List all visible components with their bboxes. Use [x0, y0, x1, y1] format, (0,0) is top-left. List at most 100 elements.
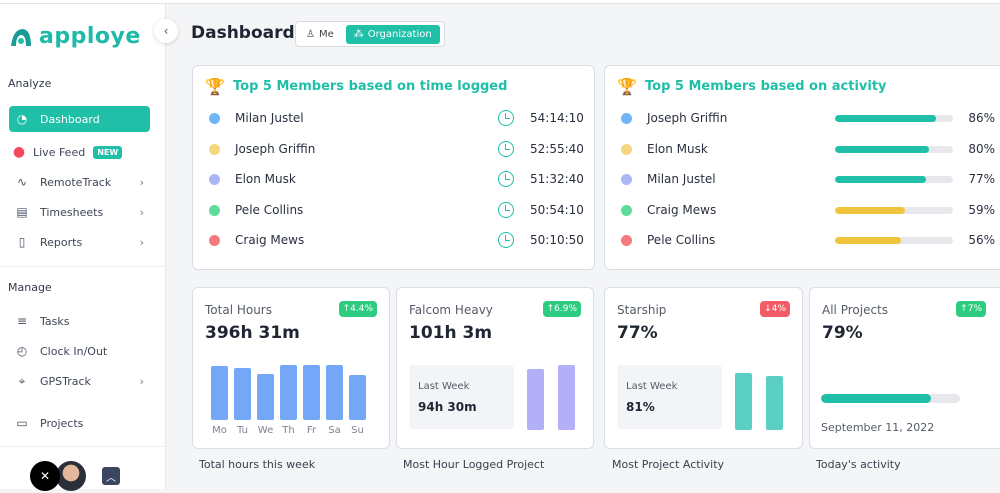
member-row: Pele Collins 50:54:10 [193, 201, 594, 221]
trend-badge: ↑7% [956, 301, 986, 317]
date-label: September 11, 2022 [821, 421, 935, 434]
member-color-dot [621, 235, 632, 246]
sidebar-item-tasks[interactable]: ≡ Tasks [9, 308, 150, 334]
last-week-label: Last Week [418, 381, 470, 392]
activity-percent: 56% [968, 233, 995, 247]
day-label: Sa [328, 425, 341, 436]
activity-bar [835, 237, 953, 244]
view-toggle: ♙ Me ⁂ Organization [295, 21, 445, 47]
chevron-right-icon: › [139, 235, 144, 249]
top-bar [0, 0, 1000, 4]
stat-label: All Projects [822, 303, 888, 317]
member-name: Craig Mews [235, 233, 305, 247]
day-bar [211, 366, 228, 420]
member-name: Elon Musk [235, 172, 296, 186]
sidebar-item-live-feed[interactable]: ● Live Feed NEW [6, 139, 147, 165]
sidebar-item-gpstrack[interactable]: ⌖ GPSTrack › [9, 368, 150, 394]
caption: Most Hour Logged Project [403, 458, 545, 471]
activity-percent: 80% [968, 141, 995, 156]
member-row: Joseph Griffin 52:55:40 [193, 140, 594, 160]
day-bar [349, 375, 366, 420]
member-color-dot [621, 174, 632, 185]
trend-badge: ↑4.4% [338, 301, 377, 317]
clock-icon [498, 232, 514, 248]
member-name: Joseph Griffin [235, 141, 316, 156]
activity-bar-fill [835, 145, 930, 153]
comparison-bar [766, 376, 783, 430]
activity-percent: 86% [968, 111, 995, 125]
activity-bar [835, 145, 953, 153]
activity-bar [835, 115, 953, 122]
activity-progress [821, 394, 960, 403]
day-bar [280, 364, 297, 420]
sidebar-item-dashboard[interactable]: ◔ Dashboard [9, 106, 150, 132]
chevron-right-icon: › [139, 205, 144, 219]
sidebar-item-projects[interactable]: ▭ Projects [9, 410, 150, 436]
toggle-organization[interactable]: ⁂ Organization [345, 24, 440, 44]
chevron-right-icon: › [139, 175, 144, 189]
day-label: Fr [306, 425, 317, 436]
member-name: Pele Collins [647, 233, 716, 247]
member-color-dot [209, 204, 220, 216]
stat-value: 396h 31m [205, 323, 300, 343]
comparison-bar [558, 365, 575, 430]
new-badge: NEW [93, 145, 123, 159]
member-name: Craig Mews [647, 202, 717, 217]
trend-badge: ↑6.9% [542, 301, 581, 317]
day-labels: Mo Tu We Th Fr Sa Su [211, 425, 366, 436]
collapse-sidebar-button[interactable]: ‹ [154, 19, 178, 43]
last-week-box: Last Week 94h 30m [409, 365, 514, 429]
person-icon: ♙ [306, 28, 315, 40]
weekly-bars [211, 358, 366, 420]
report-icon: ▯ [18, 235, 26, 249]
card-title: Top 5 Members based on activity [645, 79, 887, 94]
trophy-icon: 🏆 [205, 77, 225, 96]
user-avatar[interactable] [56, 461, 86, 491]
stat-label: Falcom Heavy [409, 303, 493, 317]
member-name: Milan Justel [647, 172, 716, 186]
activity-bar [835, 176, 953, 183]
member-row: Joseph Griffin 86% [605, 109, 1000, 129]
timesheet-icon: ▤ [16, 205, 28, 219]
logo[interactable]: apploye [9, 24, 141, 49]
activity-percent: 59% [968, 202, 995, 217]
last-week-value: 81% [626, 400, 655, 414]
sidebar-item-timesheets[interactable]: ▤ Timesheets › [9, 199, 150, 225]
day-bar [234, 367, 251, 420]
activity-bar-fill [835, 206, 905, 214]
activity-bar-fill [835, 176, 926, 183]
member-color-dot [209, 174, 220, 185]
day-label: Th [282, 425, 295, 436]
day-label: Tu [237, 425, 248, 436]
clock-icon [498, 171, 514, 187]
activity-percent: 77% [968, 172, 995, 186]
activity-bar [835, 206, 953, 214]
member-row: Milan Justel 77% [605, 170, 1000, 190]
sidebar: apploye Analyze ◔ Dashboard ● Live Feed NEW… [0, 4, 166, 491]
stat-label: Total Hours [205, 303, 272, 317]
trophy-icon: 🏆 [617, 77, 637, 96]
last-week-box: Last Week 81% [617, 365, 722, 429]
member-name: Pele Collins [235, 202, 304, 217]
gauge-icon: ◔ [16, 112, 28, 126]
member-row: Craig Mews 59% [605, 201, 1000, 221]
clock-icon [498, 110, 514, 126]
toggle-me[interactable]: ♙ Me [306, 28, 334, 40]
stat-value: 77% [617, 323, 658, 343]
member-row: Milan Justel 54:14:10 [193, 109, 594, 129]
section-manage: Manage [8, 281, 52, 294]
chevron-up-icon[interactable]: ︿ [102, 467, 120, 485]
sidebar-item-remotetrack[interactable]: ∿ RemoteTrack › [9, 169, 150, 195]
tasks-icon: ≡ [16, 314, 28, 328]
sidebar-item-clock[interactable]: ◴ Clock In/Out [9, 338, 150, 364]
sidebar-item-reports[interactable]: ▯ Reports › [9, 229, 150, 255]
sidebar-footer: ✕ ︿ [0, 446, 166, 493]
caption: Total hours this week [199, 458, 316, 471]
member-row: Craig Mews 50:10:50 [193, 231, 594, 251]
divider [0, 266, 166, 267]
time-logged: 54:14:10 [530, 111, 584, 125]
last-week-label: Last Week [626, 381, 678, 392]
clock-icon [498, 201, 514, 218]
time-logged: 50:10:50 [530, 233, 584, 247]
org-avatar[interactable]: ✕ [30, 461, 60, 491]
